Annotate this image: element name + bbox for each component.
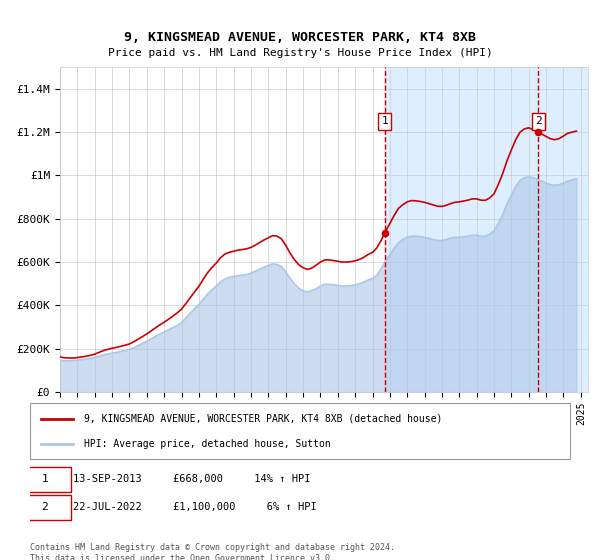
Text: 13-SEP-2013     £668,000     14% ↑ HPI: 13-SEP-2013 £668,000 14% ↑ HPI [73,474,311,484]
Point [380,228,389,237]
Text: 9, KINGSMEAD AVENUE, WORCESTER PARK, KT4 8XB: 9, KINGSMEAD AVENUE, WORCESTER PARK, KT4… [124,31,476,44]
FancyBboxPatch shape [19,467,71,492]
Text: HPI: Average price, detached house, Sutton: HPI: Average price, detached house, Sutt… [84,438,331,449]
Bar [385,67,588,392]
Text: 2: 2 [535,116,542,127]
Text: 9, KINGSMEAD AVENUE, WORCESTER PARK, KT4 8XB (detached house): 9, KINGSMEAD AVENUE, WORCESTER PARK, KT4… [84,414,442,424]
Text: 1: 1 [381,116,388,127]
Text: Price paid vs. HM Land Registry's House Price Index (HPI): Price paid vs. HM Land Registry's House … [107,48,493,58]
Text: 22-JUL-2022     £1,100,000     6% ↑ HPI: 22-JUL-2022 £1,100,000 6% ↑ HPI [73,502,317,512]
Text: Contains HM Land Registry data © Crown copyright and database right 2024.
This d: Contains HM Land Registry data © Crown c… [30,543,395,560]
Text: 2: 2 [41,502,48,512]
FancyBboxPatch shape [30,403,570,459]
Text: 1: 1 [41,474,48,484]
FancyBboxPatch shape [19,495,71,520]
Point [533,128,543,137]
